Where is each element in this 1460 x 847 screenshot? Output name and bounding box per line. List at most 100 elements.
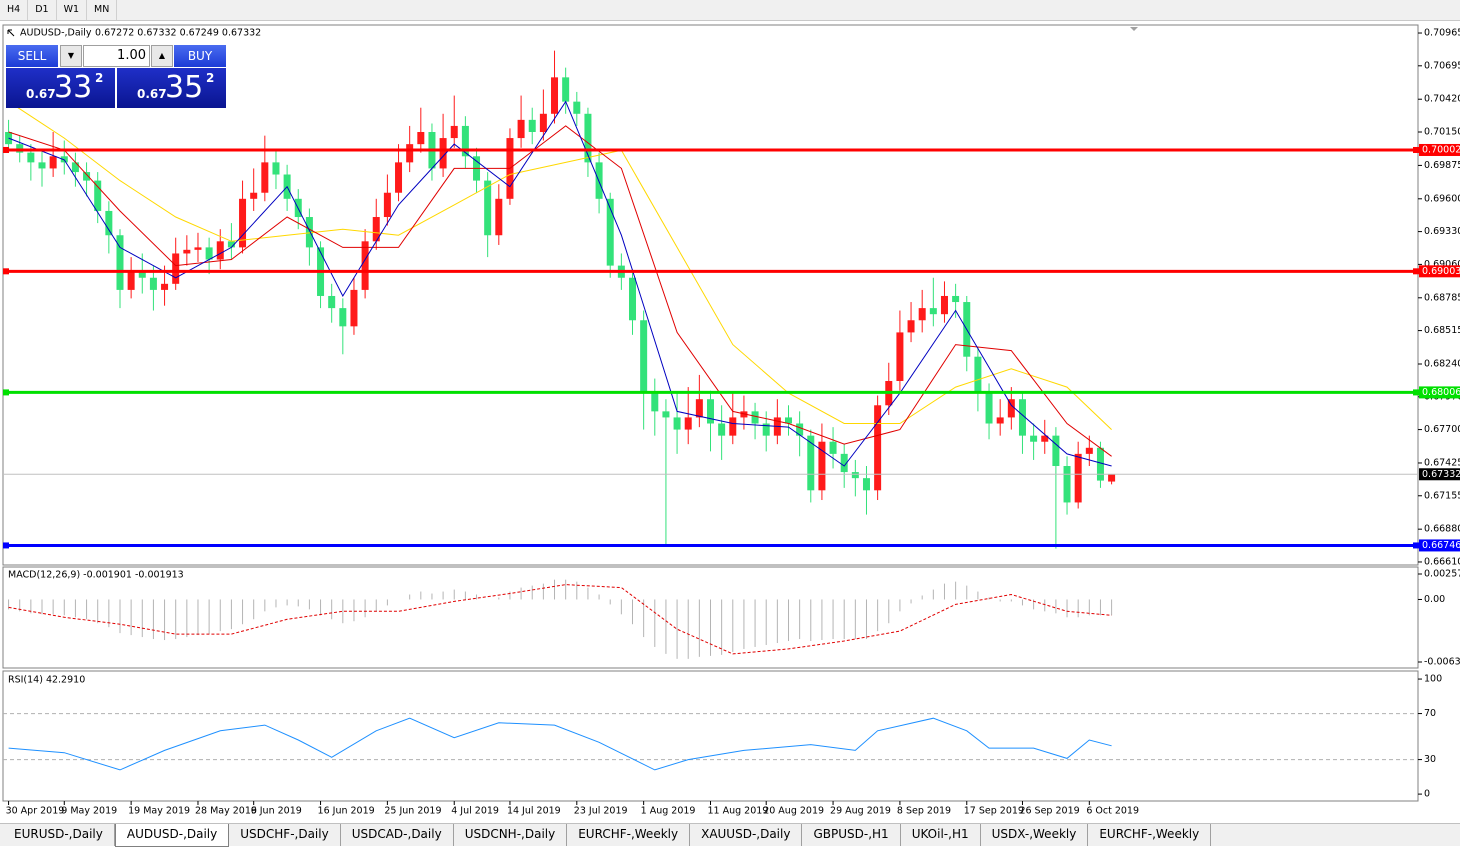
y-tick-label: 0.69060 — [1424, 259, 1460, 270]
candle-body — [261, 162, 269, 193]
level-tag — [1419, 539, 1460, 552]
y-tick-label: 0 — [1424, 789, 1430, 800]
candle-body — [807, 435, 815, 491]
candle-body — [829, 441, 837, 454]
candle-body — [673, 417, 681, 430]
candle-body — [83, 172, 91, 181]
y-tick-label: 0.67155 — [1424, 490, 1460, 501]
candle-body — [940, 295, 948, 315]
candle-body — [1085, 447, 1093, 454]
level-tag — [1419, 265, 1460, 278]
y-tick-label: 0.68240 — [1424, 358, 1460, 369]
candle-body — [851, 472, 859, 479]
x-tick-label: 29 Aug 2019 — [830, 806, 891, 817]
price-fraction: 2 — [206, 71, 215, 85]
candle-body — [695, 399, 703, 418]
y-tick-label: 0.70150 — [1424, 127, 1460, 138]
chart-tab[interactable]: USDCNH-,Daily — [454, 824, 568, 846]
timeframe-button[interactable]: W1 — [57, 0, 87, 20]
rsi-panel — [2, 670, 1419, 802]
candle-body — [729, 417, 737, 436]
timeframe-button[interactable]: MN — [87, 0, 118, 20]
lot-down[interactable]: ▼ — [60, 45, 82, 67]
level-tag — [1419, 386, 1460, 399]
candle-body — [406, 144, 414, 163]
lot-up[interactable]: ▲ — [151, 45, 173, 67]
chart-tab[interactable]: EURCHF-,Weekly — [567, 824, 691, 846]
candle-body — [762, 423, 770, 436]
x-tick-label: 25 Jun 2019 — [384, 806, 441, 817]
chart-tab[interactable]: AUDUSD-,Daily — [114, 824, 230, 847]
candle-body — [573, 101, 581, 114]
candle-body — [1108, 474, 1116, 482]
level-label: 0.66746 — [1422, 540, 1460, 551]
x-tick-label: 14 Jul 2019 — [507, 806, 561, 817]
main-panel — [2, 24, 1419, 566]
candle-body — [784, 417, 792, 424]
candle-body — [49, 156, 57, 169]
candle-body — [707, 399, 714, 424]
candle-body — [361, 241, 369, 290]
timeframe-button[interactable]: H4 — [0, 0, 29, 20]
candle-body — [517, 119, 525, 139]
candle-body — [395, 162, 403, 193]
candle-body — [796, 423, 804, 436]
candle-body — [105, 210, 113, 236]
candle-body — [539, 113, 547, 133]
indicator-line — [8, 101, 1112, 430]
price-big: 0.67 — [137, 87, 167, 101]
candle-body — [662, 411, 670, 418]
indicator-title: MACD(12,26,9) -0.001901 -0.001913 — [8, 570, 184, 581]
candle-body — [239, 198, 247, 248]
chart-tab[interactable]: GBPUSD-,H1 — [802, 824, 901, 846]
candle-body — [1007, 399, 1015, 418]
candle-body — [328, 295, 336, 309]
candle-body — [350, 289, 358, 327]
current-price-tag — [1419, 468, 1460, 481]
timeframe-toolbar: H4 D1 W1 MN — [0, 0, 1460, 21]
level-label: 0.68006 — [1422, 387, 1460, 398]
buy-price[interactable]: 0.67 35 2 — [117, 68, 226, 108]
chart-tab[interactable]: XAUUSD-,Daily — [690, 824, 803, 846]
ohlc-readout: 0.67272 0.67332 0.67249 0.67332 — [95, 28, 261, 39]
chart-tab[interactable]: USDX-,Weekly — [981, 824, 1089, 846]
indicator-line — [8, 584, 1112, 655]
sell-button[interactable]: SELL — [6, 45, 58, 67]
candle-body — [383, 192, 391, 218]
chart-tabs: EURUSD-,Daily AUDUSD-,Daily USDCHF-,Daily U… — [0, 823, 1460, 847]
candle-body — [952, 295, 960, 303]
buy-button[interactable]: BUY — [174, 45, 226, 67]
candle-body — [205, 247, 213, 260]
x-tick-label: 19 May 2019 — [128, 806, 190, 817]
level-label: 0.69003 — [1422, 266, 1460, 277]
chart-tab[interactable]: USDCHF-,Daily — [229, 824, 341, 846]
y-tick-label: 0.66880 — [1424, 524, 1460, 535]
indicator-line — [8, 100, 1112, 467]
chart-tab[interactable]: EURUSD-,Daily — [3, 824, 115, 846]
chart-tab[interactable]: EURCHF-,Weekly — [1088, 824, 1212, 846]
candle-body — [227, 241, 235, 248]
sell-price[interactable]: 0.67 33 2 — [6, 68, 115, 108]
current-price-label: 0.67332 — [1422, 469, 1460, 480]
candle-body — [996, 417, 1004, 424]
indicator-title: RSI(14) 42.2910 — [8, 675, 85, 686]
lot-input[interactable]: 1.00 — [83, 45, 150, 67]
candle-body — [1052, 435, 1060, 467]
chart-tab[interactable]: UKOil-,H1 — [901, 824, 981, 846]
y-tick-label: 0.002574 — [1424, 568, 1460, 579]
chart-tab[interactable]: USDCAD-,Daily — [341, 824, 454, 846]
candle-body — [127, 271, 135, 290]
candle-body — [417, 132, 425, 145]
candle-body — [305, 217, 313, 248]
candle-body — [751, 411, 759, 424]
candle-body — [216, 241, 224, 260]
level-handle — [1413, 268, 1419, 275]
timeframe-button[interactable]: D1 — [28, 0, 57, 20]
candle-body — [372, 217, 380, 242]
chart-title: AUDUSD-,Daily — [20, 28, 92, 39]
price-fraction: 2 — [95, 71, 104, 85]
candle-body — [116, 235, 124, 290]
candle-body — [250, 192, 258, 199]
candle-body — [16, 144, 24, 153]
price-pips: 35 — [165, 70, 204, 105]
